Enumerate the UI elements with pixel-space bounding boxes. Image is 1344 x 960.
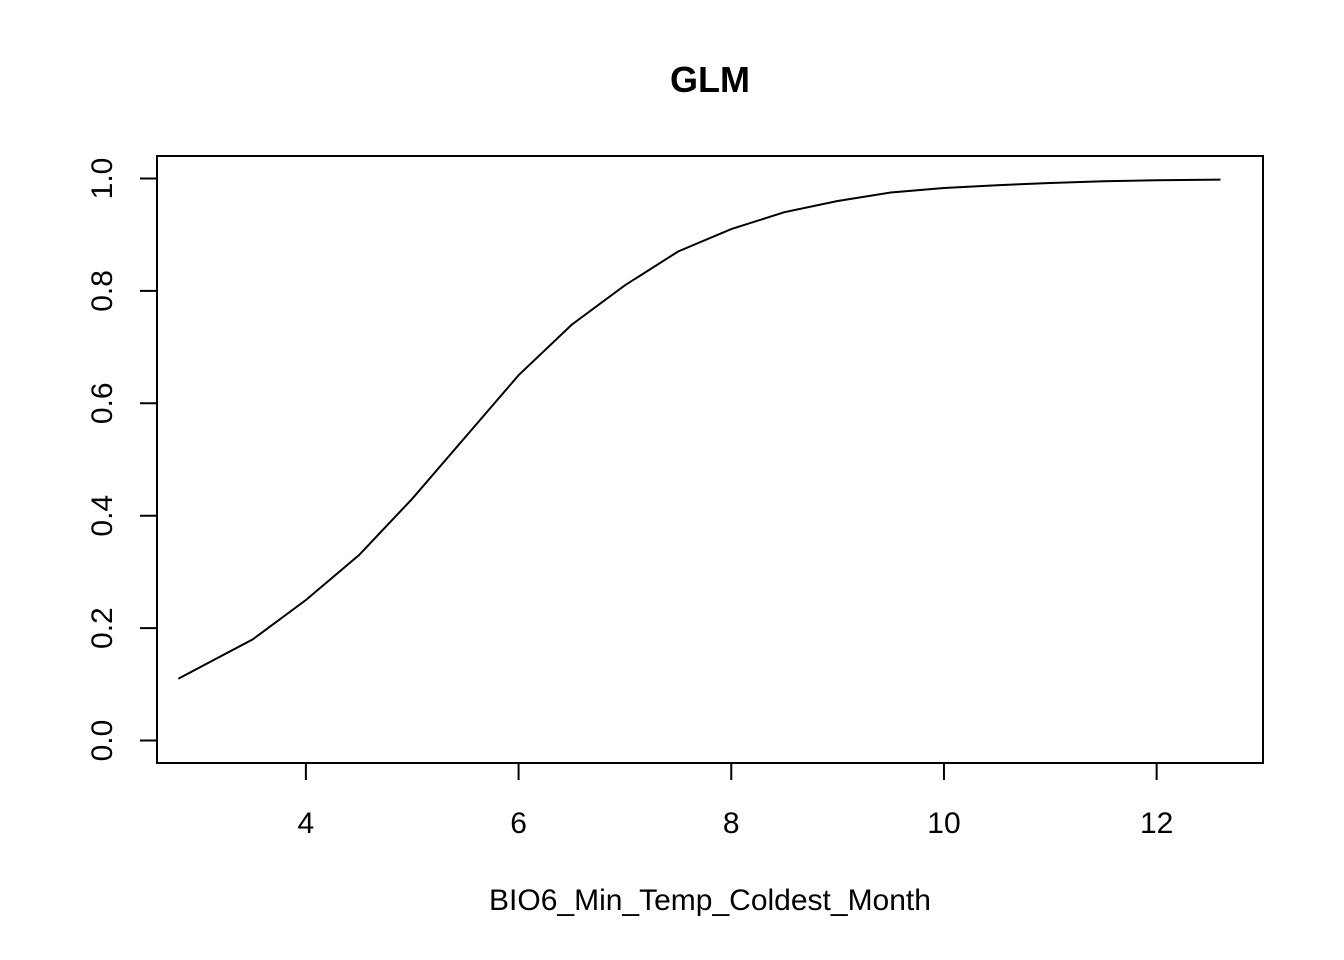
x-axis-label: BIO6_Min_Temp_Coldest_Month [489,884,931,917]
y-tick-label: 0.2 [86,607,119,649]
x-tick-label: 8 [723,807,740,840]
y-tick-label: 0.4 [86,495,119,537]
x-tick-label: 10 [927,807,960,840]
y-tick-label: 1.0 [86,158,119,200]
y-tick-label: 0.6 [86,382,119,424]
plot-frame [156,155,1264,764]
y-tick-label: 0.0 [86,720,119,762]
y-axis: 0.0 0.2 0.4 0.6 0.8 1.0 [86,158,158,762]
y-tick-label: 0.8 [86,270,119,312]
series-group [177,178,1221,680]
x-tick-label: 6 [510,807,527,840]
x-tick-label: 4 [298,807,315,840]
x-tick-label: 12 [1140,807,1173,840]
x-axis: 4 6 8 10 12 [298,762,1173,840]
chart-title: GLM [670,59,750,100]
series-line [177,178,1221,680]
